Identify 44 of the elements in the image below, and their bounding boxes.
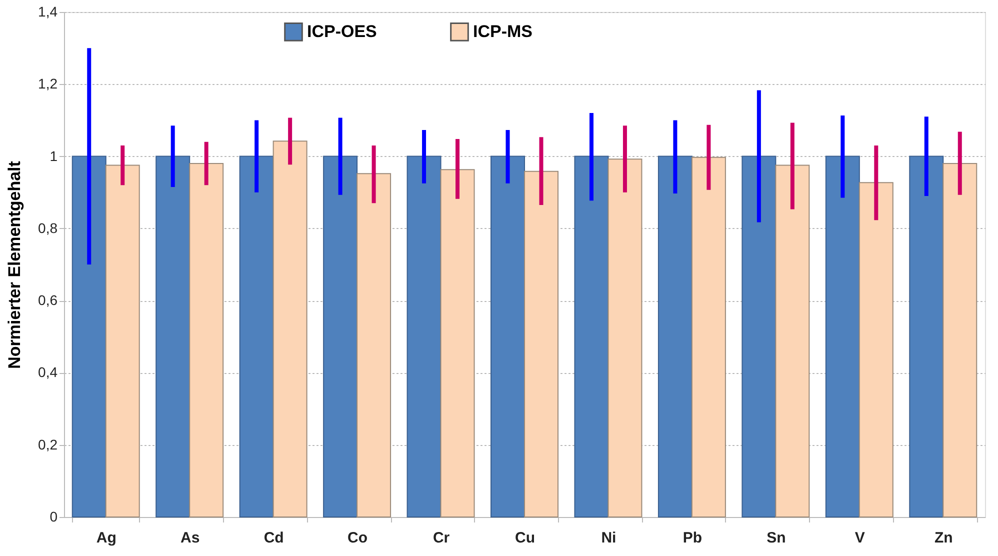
x-tick-label: Co <box>348 530 368 546</box>
bar <box>440 169 475 518</box>
bar <box>323 156 358 518</box>
y-axis-title: Normierter Elementgehalt <box>5 160 24 369</box>
bar <box>942 163 978 518</box>
y-tick-label: 1,4 <box>38 4 58 20</box>
bar <box>658 156 692 518</box>
y-tick-label: 0,4 <box>38 364 58 380</box>
bar <box>239 156 274 518</box>
bar <box>105 164 140 518</box>
x-tick-label: Sn <box>766 530 786 546</box>
y-tick-label: 1 <box>50 148 58 164</box>
x-tick-label: Cr <box>432 530 450 546</box>
y-tick-label: 0,2 <box>38 436 58 452</box>
x-tick-label: Ag <box>96 530 116 546</box>
bar <box>858 182 894 518</box>
legend-label: ICP-MS <box>473 22 532 41</box>
bar <box>524 170 558 518</box>
bar <box>825 156 860 518</box>
bar <box>742 156 776 518</box>
y-tick-label: 0,8 <box>38 220 58 236</box>
bar <box>356 173 392 518</box>
y-tick-label: 0,6 <box>38 292 58 308</box>
bar <box>574 156 609 518</box>
bar <box>490 156 525 518</box>
y-tick-label: 1,2 <box>38 76 58 92</box>
bar <box>909 156 944 518</box>
bar <box>156 156 190 518</box>
bar <box>406 156 442 518</box>
x-tick-label: Pb <box>682 530 702 546</box>
y-tick-label: 0 <box>50 508 58 524</box>
x-tick-label: As <box>180 530 200 546</box>
bar <box>72 156 106 518</box>
x-tick-label: V <box>854 530 865 546</box>
bar <box>775 164 810 518</box>
x-tick-label: Zn <box>934 530 953 546</box>
bar <box>691 156 726 518</box>
bar <box>272 140 308 518</box>
bar <box>608 158 642 518</box>
x-tick-label: Ni <box>601 530 616 546</box>
legend-label: ICP-OES <box>307 22 377 41</box>
x-tick-label: Cd <box>264 530 284 546</box>
bar <box>189 163 224 518</box>
x-tick-label: Cu <box>515 530 535 546</box>
